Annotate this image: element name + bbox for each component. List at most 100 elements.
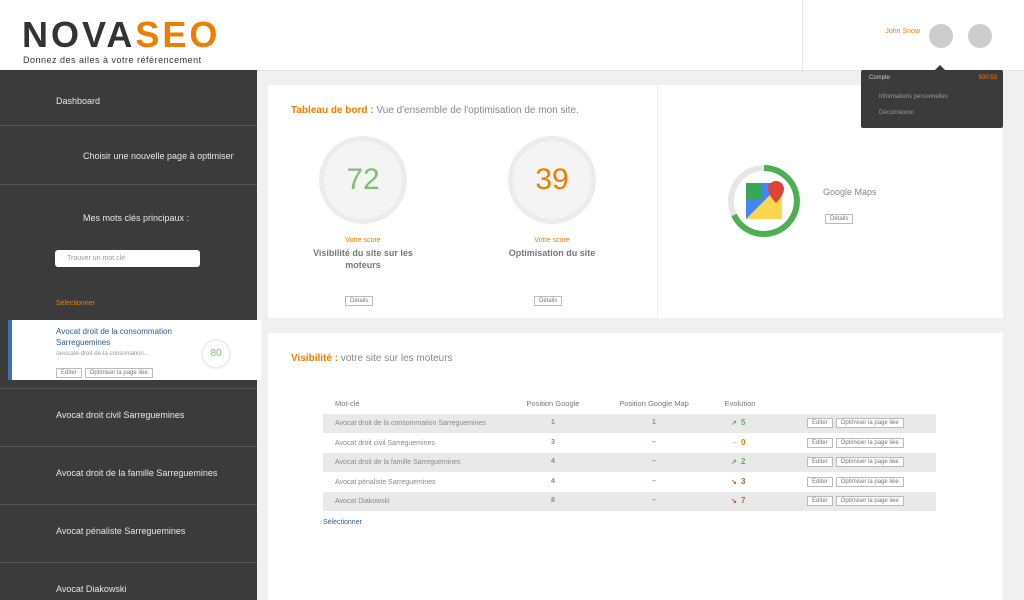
column-header: Evolution: [724, 399, 756, 408]
table-row: Avocat droit de la consommation Sarregue…: [323, 414, 936, 433]
account-title: Compte: [869, 75, 891, 81]
menu-item[interactable]: Mes mots clés principaux :: [83, 213, 190, 223]
score-label: Optimisation du site: [508, 248, 596, 258]
separator: [0, 125, 257, 126]
select-link[interactable]: Sélectionner: [56, 300, 95, 307]
edit-button[interactable]: Editer: [807, 418, 833, 428]
details-button[interactable]: Détails: [534, 296, 563, 306]
menu-item[interactable]: Informations personnelles: [879, 94, 948, 100]
row-actions: Editer Optimiser la page liée: [807, 476, 907, 487]
user-avatar[interactable]: [929, 24, 953, 48]
google-position: 8: [551, 497, 555, 504]
keyword-item[interactable]: Avocat pénaliste Sarreguemines: [56, 526, 186, 536]
maps-label: Google Maps: [823, 187, 877, 197]
select-link[interactable]: Sélectionner: [323, 519, 362, 526]
row-actions: Editer Optimiser la page liée: [807, 496, 907, 506]
map-position: –: [652, 438, 656, 446]
keyword-item[interactable]: Avocat Diakowski: [56, 584, 127, 594]
column-header: Position Google Map: [619, 399, 689, 408]
edit-button[interactable]: Editer: [807, 476, 833, 487]
score-caption: Votre score: [534, 237, 570, 244]
dashboard-panel: Tableau de bord : Vue d'ensemble de l'op…: [268, 85, 1003, 318]
score-circle: 39: [513, 141, 591, 219]
panel-subtitle: Vue d'ensemble de l'optimisation de mon …: [376, 105, 579, 116]
edit-button[interactable]: Editer: [56, 368, 82, 378]
panel-title: Visibilité :: [291, 353, 339, 364]
edit-button[interactable]: Editer: [807, 437, 833, 448]
menu-item[interactable]: Dashboard: [56, 96, 101, 106]
google-position: 3: [551, 438, 555, 446]
column-header: Position Google: [526, 399, 580, 408]
optimize-button[interactable]: Optimiser la page liée: [835, 418, 904, 428]
compass-button[interactable]: [968, 24, 992, 48]
evolution: 0: [741, 437, 746, 447]
trend-arrow: ↗: [731, 420, 737, 427]
logo[interactable]: NOVASEO: [22, 14, 220, 56]
table-row: Avocat Diakowski 8 – ↘ 7 Editer Optimiser la p…: [323, 492, 936, 511]
map-position: 1: [652, 419, 656, 426]
account-dropdown: Compte 500:53 Informations personnelles …: [861, 65, 1003, 128]
keyword-item[interactable]: Avocat droit civil Sarreguemines: [56, 410, 185, 420]
details-wrap: Détails: [345, 289, 376, 307]
optimize-button[interactable]: Optimiser la page liée: [835, 496, 904, 506]
keyword-score: 80: [201, 339, 231, 369]
separator: [0, 562, 257, 563]
map-position: –: [652, 497, 656, 504]
user-name: John Snow: [885, 28, 920, 35]
score-caption: Votre score: [345, 237, 381, 244]
menu-item[interactable]: Déconnexion: [879, 110, 915, 116]
map-position: –: [652, 477, 656, 485]
keyword-url: /avocate-droit-de-la-consomation...: [56, 351, 149, 357]
divider: [802, 0, 803, 70]
optimize-button[interactable]: Optimiser la page liée: [84, 368, 153, 378]
keyword-cell: Avocat droit de la famille Sarreguemines: [335, 459, 461, 466]
panel-heading: Tableau de bord : Vue d'ensemble de l'op…: [291, 105, 579, 116]
maps-gauge: [728, 165, 800, 237]
menu-item[interactable]: Choisir une nouvelle page à optimiser: [83, 151, 234, 161]
score-label: Visibilité du site sur les moteurs: [313, 248, 413, 270]
divider: [657, 85, 658, 318]
details-wrap: Détails: [534, 289, 565, 307]
tagline: Donnez des ailes à votre référencement: [23, 55, 202, 65]
table-row: Avocat droit de la famille Sarreguemines…: [323, 453, 936, 472]
optimize-button[interactable]: Optimiser la page liée: [835, 437, 904, 448]
table-row: Avocat pénaliste Sarreguemines 4 – ↘ 3 Editer…: [323, 472, 936, 492]
header: NOVASEO Donnez des ailes à votre référen…: [0, 0, 1024, 71]
keyword-cell: Avocat droit civil Sarreguemines: [335, 439, 435, 447]
evolution: 5: [741, 418, 746, 427]
edit-button[interactable]: Editer: [807, 457, 833, 467]
separator: [0, 184, 257, 185]
panel-heading: Visibilité : votre site sur les moteurs: [291, 353, 453, 364]
evolution: 3: [741, 476, 746, 486]
optimize-button[interactable]: Optimiser la page liée: [835, 476, 904, 487]
keyword-actions: Editer Optimiser la page liée: [56, 366, 156, 378]
separator: [0, 446, 257, 447]
table-row: Avocat droit civil Sarreguemines 3 – → 0 Edit…: [323, 433, 936, 453]
trend-arrow: →: [731, 438, 738, 446]
search-input[interactable]: Trouver un mot clé: [55, 250, 200, 267]
active-keyword[interactable]: Avocat droit de la consommation Sarregue…: [8, 320, 261, 380]
trend-arrow: ↘: [731, 478, 737, 486]
panel-subtitle: votre site sur les moteurs: [340, 353, 453, 364]
dropdown-arrow: [935, 65, 945, 70]
edit-button[interactable]: Editer: [807, 496, 833, 506]
keyword-cell: Avocat pénaliste Sarreguemines: [335, 478, 436, 486]
row-actions: Editer Optimiser la page liée: [807, 457, 907, 467]
sidebar: Dashboard Choisir une nouvelle page à op…: [0, 70, 261, 600]
score-circle: 72: [324, 141, 402, 219]
keyword-label: Avocat droit de la consommation Sarregue…: [56, 327, 172, 347]
row-actions: Editer Optimiser la page liée: [807, 437, 907, 448]
map-position: –: [652, 458, 656, 465]
google-position: 4: [551, 458, 555, 465]
trend-arrow: ↗: [731, 459, 737, 466]
evolution: 7: [741, 496, 746, 505]
account-balance: 500:53: [978, 75, 997, 81]
details-button[interactable]: Détails: [825, 214, 854, 224]
keyword-item[interactable]: Avocat droit de la famille Sarreguemines: [56, 468, 218, 478]
google-position: 1: [551, 419, 555, 426]
logo-accent: SEO: [135, 14, 221, 55]
keyword-cell: Avocat droit de la consommation Sarregue…: [335, 420, 486, 427]
details-button[interactable]: Détails: [345, 296, 374, 306]
optimize-button[interactable]: Optimiser la page liée: [835, 457, 904, 467]
